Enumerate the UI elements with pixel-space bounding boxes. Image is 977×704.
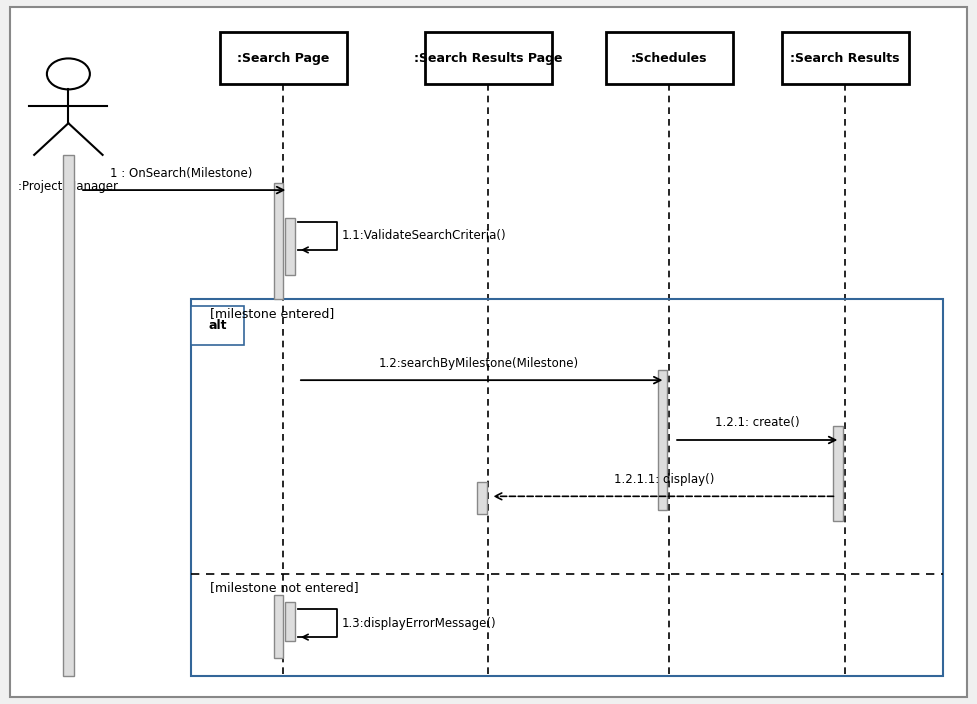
FancyBboxPatch shape (782, 32, 909, 84)
Bar (274, 595, 283, 658)
Text: 1.2:searchByMilestone(Milestone): 1.2:searchByMilestone(Milestone) (379, 357, 578, 370)
Bar (191, 299, 943, 676)
Text: 1.2.1: create(): 1.2.1: create() (715, 417, 799, 429)
Text: :Search Results: :Search Results (790, 51, 900, 65)
Text: :Schedules: :Schedules (631, 51, 707, 65)
Text: [milestone entered]: [milestone entered] (210, 307, 334, 320)
Bar (833, 426, 843, 521)
FancyBboxPatch shape (606, 32, 733, 84)
FancyBboxPatch shape (425, 32, 552, 84)
Bar (274, 183, 283, 299)
Text: 1.1:ValidateSearchCriteria(): 1.1:ValidateSearchCriteria() (342, 230, 507, 242)
FancyBboxPatch shape (220, 32, 347, 84)
Text: alt: alt (208, 319, 227, 332)
Bar (285, 602, 295, 641)
Bar (63, 155, 74, 676)
Text: 1.2.1.1: display(): 1.2.1.1: display() (615, 473, 714, 486)
Bar (191, 306, 244, 345)
Text: :Search Results Page: :Search Results Page (414, 51, 563, 65)
Text: :Project Manager: :Project Manager (19, 180, 118, 192)
Text: 1 : OnSearch(Milestone): 1 : OnSearch(Milestone) (109, 167, 252, 180)
Bar (477, 482, 487, 514)
Text: 1.3:displayErrorMessage(): 1.3:displayErrorMessage() (342, 617, 496, 629)
Text: [milestone not entered]: [milestone not entered] (210, 582, 359, 594)
Bar (658, 370, 667, 510)
Bar (285, 218, 295, 275)
Text: :Search Page: :Search Page (237, 51, 329, 65)
